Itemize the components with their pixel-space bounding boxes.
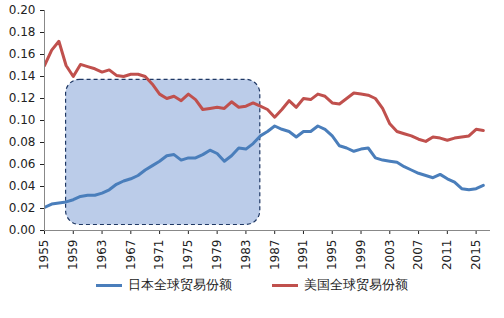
- svg-text:2007: 2007: [411, 240, 425, 271]
- html-text:美国全球贸易份额: 美国全球贸易份额: [304, 277, 408, 292]
- svg-text:0.16: 0.16: [9, 47, 36, 61]
- svg-text:1999: 1999: [354, 240, 368, 271]
- svg-text:0.18: 0.18: [9, 25, 36, 39]
- svg-text:1995: 1995: [325, 240, 339, 271]
- svg-text:1971: 1971: [152, 240, 166, 271]
- html-text:日本全球贸易份额: 日本全球贸易份额: [128, 277, 232, 292]
- svg-text:1967: 1967: [124, 240, 138, 271]
- svg-text:2015: 2015: [469, 240, 483, 271]
- svg-text:0.04: 0.04: [9, 179, 36, 193]
- svg-text:0.20: 0.20: [9, 3, 36, 17]
- svg-text:2003: 2003: [383, 240, 397, 271]
- svg-text:0.08: 0.08: [9, 135, 36, 149]
- svg-text:1975: 1975: [181, 240, 195, 271]
- svg-text:0.00: 0.00: [9, 223, 36, 237]
- svg-text:1979: 1979: [210, 240, 224, 271]
- svg-text:1955: 1955: [37, 240, 51, 271]
- svg-text:0.10: 0.10: [9, 113, 36, 127]
- svg-text:1959: 1959: [66, 240, 80, 271]
- svg-text:1991: 1991: [296, 240, 310, 271]
- svg-text:1987: 1987: [268, 240, 282, 271]
- svg-text:0.06: 0.06: [9, 157, 36, 171]
- svg-text:0.02: 0.02: [9, 201, 36, 215]
- svg-text:1963: 1963: [95, 240, 109, 271]
- svg-text:0.12: 0.12: [9, 91, 36, 105]
- svg-text:0.14: 0.14: [9, 69, 36, 83]
- svg-text:2011: 2011: [440, 240, 454, 271]
- svg-text:1983: 1983: [239, 240, 253, 271]
